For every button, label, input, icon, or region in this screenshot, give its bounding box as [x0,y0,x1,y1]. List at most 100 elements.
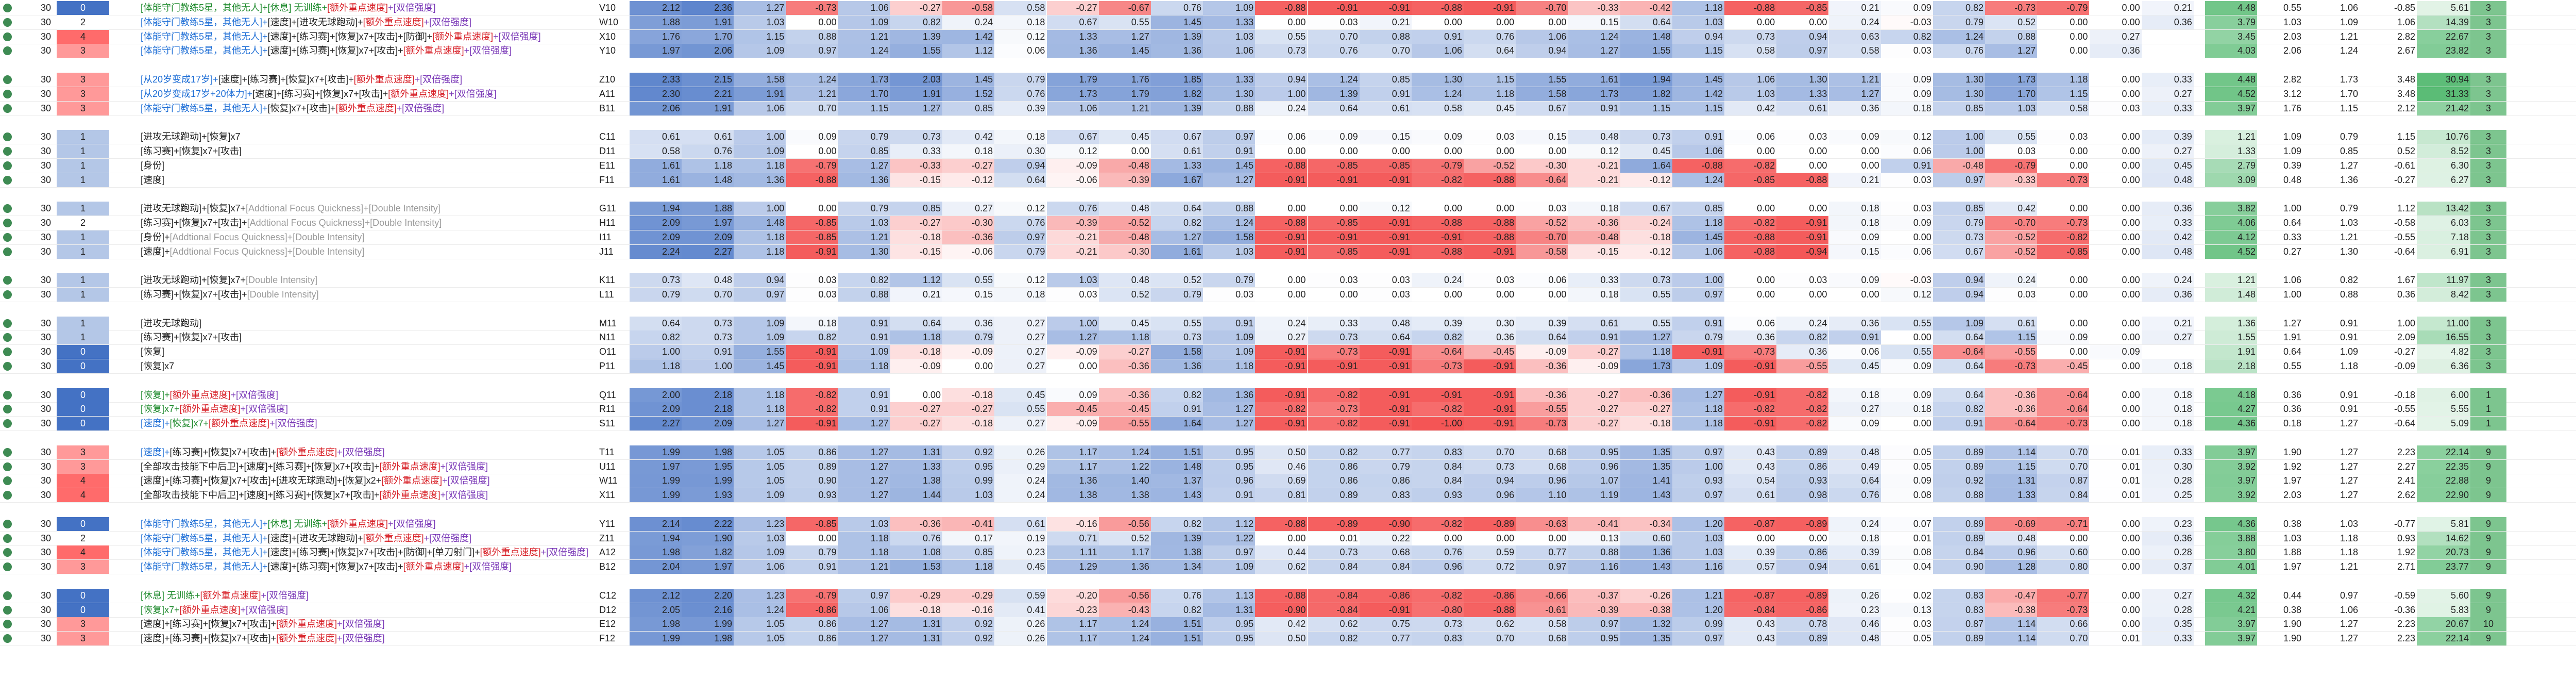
value-cell[interactable]: 0.60 [2037,545,2090,560]
summary-cell[interactable]: 0.36 [2283,404,2301,415]
summary-cell[interactable]: 5.61 [2417,1,2470,15]
value-cell[interactable]: -0.15 [1568,244,1620,259]
value-cell[interactable]: 0.45 [1464,101,1516,115]
value-cell[interactable]: 2.05 [630,603,682,617]
value-cell[interactable]: 0.67 [1046,15,1099,29]
count-cell[interactable]: 30 [40,547,51,558]
value-cell[interactable]: 0.85 [1672,202,1724,216]
summary-cell[interactable]: 1.15 [2340,103,2358,113]
count-cell[interactable]: 30 [40,404,51,415]
value-cell[interactable]: 1.38 [1151,545,1203,560]
value-cell[interactable]: 0.89 [1933,459,1985,474]
value-cell[interactable]: 0.82 [1933,1,1985,15]
plan-description[interactable]: [体能守门教练5星，其他无人]+[速度]+[练习赛]+[恢复]x7+[攻击]+[… [139,545,592,559]
value-cell[interactable]: 0.23 [1828,603,1881,617]
value-cell[interactable]: -0.23 [1046,603,1099,617]
value-cell[interactable]: 0.24 [2141,273,2194,288]
value-cell[interactable]: -0.91 [1412,230,1464,244]
value-cell[interactable]: 0.29 [994,459,1047,474]
value-cell[interactable]: 1.18 [1672,216,1724,230]
value-cell[interactable]: 1.06 [1724,73,1777,87]
value-cell[interactable]: -0.64 [1516,173,1568,187]
value-cell[interactable]: 1.82 [1151,87,1203,101]
summary-cell[interactable]: 3.79 [2205,15,2257,29]
plan-description[interactable]: [恢复]+[额外重点速度]+[双倍强度] [139,388,592,402]
value-cell[interactable]: -0.41 [942,517,995,531]
value-cell[interactable]: -0.91 [1359,359,1412,373]
score-cell[interactable]: 1 [57,316,109,330]
value-cell[interactable]: 0.09 [1880,216,1933,230]
value-cell[interactable]: -0.73 [1412,359,1464,373]
value-cell[interactable]: 0.00 [2037,345,2090,359]
cell-id[interactable]: W10 [599,16,619,27]
summary-cell[interactable]: 5.60 [2417,588,2470,603]
value-cell[interactable]: 0.76 [1412,545,1464,560]
value-cell[interactable]: -0.38 [1985,603,2038,617]
value-cell[interactable]: -0.56 [1098,517,1151,531]
value-cell[interactable]: -0.88 [1724,230,1777,244]
summary-cell[interactable]: 4.48 [2205,73,2257,87]
value-cell[interactable]: -0.86 [1464,588,1516,603]
summary-cell[interactable]: 7.18 [2417,230,2470,244]
value-cell[interactable]: 1.05 [734,632,786,646]
value-cell[interactable]: 0.09 [1828,130,1881,144]
value-cell[interactable]: 1.03 [1985,101,2038,115]
value-cell[interactable]: 1.03 [734,531,786,545]
value-cell[interactable]: 1.82 [682,545,734,560]
value-cell[interactable]: 0.96 [1464,488,1516,503]
value-cell[interactable]: -0.88 [1255,158,1308,173]
value-cell[interactable]: 1.18 [838,531,890,545]
summary-cell[interactable]: 1.03 [2340,518,2358,529]
value-cell[interactable]: 0.86 [1307,474,1360,488]
value-cell[interactable]: 2.14 [630,517,682,531]
value-cell[interactable]: 0.97 [1672,445,1724,459]
value-cell[interactable]: 0.00 [2089,273,2142,288]
value-cell[interactable]: 0.48 [1985,531,2038,545]
value-cell[interactable]: 1.29 [1046,560,1099,574]
value-cell[interactable]: 0.61 [682,130,734,144]
table-row[interactable]: 30 4 [体能守门教练5星，其他无人]+[速度]+[练习赛]+[恢复]x7+[攻击… [0,545,2576,560]
value-cell[interactable]: 1.61 [630,158,682,173]
value-cell[interactable]: 1.18 [734,244,786,259]
value-cell[interactable]: 1.24 [1098,617,1151,632]
value-cell[interactable]: 2.09 [630,216,682,230]
value-cell[interactable]: 1.45 [1672,73,1724,87]
value-cell[interactable]: 0.67 [1046,130,1099,144]
value-cell[interactable]: 2.30 [630,87,682,101]
value-cell[interactable]: -0.56 [1098,588,1151,603]
summary-cell[interactable]: 4.52 [2205,244,2257,259]
value-cell[interactable]: 0.91 [1359,87,1412,101]
value-cell[interactable]: 0.01 [2089,632,2142,646]
value-cell[interactable]: 0.03 [1880,617,1933,632]
value-cell[interactable]: 0.00 [2037,202,2090,216]
value-cell[interactable]: 1.03 [1672,545,1724,560]
value-cell[interactable]: 0.00 [2089,330,2142,345]
value-cell[interactable]: 0.91 [1672,130,1724,144]
value-cell[interactable]: 0.70 [1464,632,1516,646]
value-cell[interactable]: 0.00 [1359,144,1412,158]
value-cell[interactable]: 1.21 [1098,101,1151,115]
score-cell[interactable]: 1 [57,173,109,187]
value-cell[interactable]: -0.80 [1412,603,1464,617]
value-cell[interactable]: 2.27 [630,417,682,431]
value-cell[interactable]: -0.45 [1098,402,1151,417]
value-cell[interactable]: 1.27 [838,488,890,503]
value-cell[interactable]: 1.27 [1828,87,1881,101]
summary-cell[interactable]: 2.03 [2283,490,2301,501]
value-cell[interactable]: 1.85 [1151,73,1203,87]
value-cell[interactable]: 1.45 [734,359,786,373]
value-cell[interactable]: -0.27 [1046,1,1099,15]
value-cell[interactable]: 1.36 [1046,44,1099,58]
value-cell[interactable]: 0.02 [1880,588,1933,603]
summary-cell[interactable]: 3.97 [2205,474,2257,488]
table-row[interactable]: 30 1 [速度]+[Addtional Focus Quickness]+[Dou… [0,244,2576,259]
value-cell[interactable]: 0.91 [1203,144,1256,158]
value-cell[interactable]: 0.85 [838,144,890,158]
plan-description[interactable]: [速度]+[Addtional Focus Quickness]+[Double… [139,245,592,259]
summary-cell[interactable]: 1.21 [2205,273,2257,288]
value-cell[interactable]: 1.73 [1046,87,1099,101]
value-cell[interactable]: 1.30 [1412,73,1464,87]
value-cell[interactable]: -0.91 [1359,230,1412,244]
value-cell[interactable]: -0.70 [1516,230,1568,244]
value-cell[interactable]: 0.00 [1255,273,1308,288]
